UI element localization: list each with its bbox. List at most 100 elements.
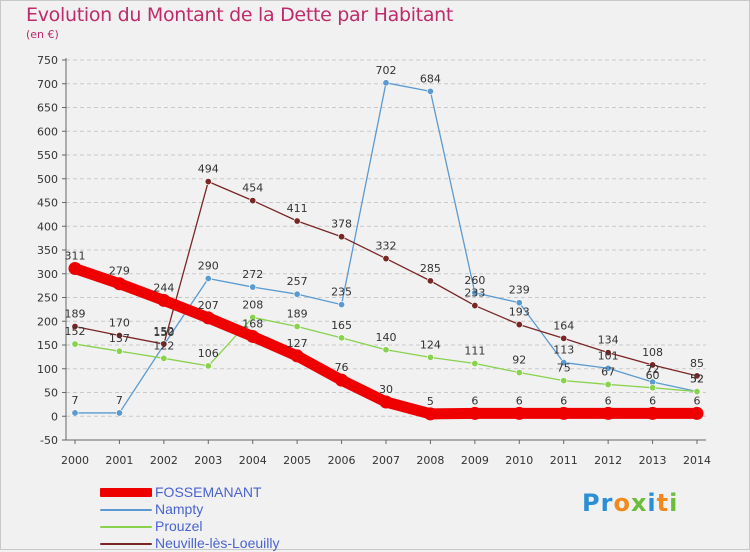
legend-label: Nampty — [155, 501, 204, 517]
data-point — [646, 406, 660, 420]
y-tick-label: 100 — [37, 363, 58, 376]
data-point — [604, 364, 612, 372]
x-tick-label: 2003 — [194, 454, 222, 467]
y-tick-label: 450 — [37, 197, 58, 210]
data-point — [649, 361, 657, 369]
y-tick-label: 250 — [37, 292, 58, 305]
data-label: 6 — [471, 394, 478, 407]
data-label: 106 — [198, 347, 219, 360]
data-point — [249, 197, 257, 205]
data-label: 702 — [376, 64, 397, 77]
data-point — [204, 274, 212, 282]
proxiti-logo: Proxiti — [582, 489, 678, 517]
data-point — [160, 340, 168, 348]
data-label: 164 — [553, 319, 574, 332]
data-label: 6 — [649, 394, 656, 407]
data-label: 101 — [598, 349, 619, 362]
data-point — [423, 407, 437, 421]
data-label: 6 — [516, 394, 523, 407]
y-tick-label: 500 — [37, 173, 58, 186]
data-label: 108 — [642, 346, 663, 359]
data-label: 165 — [331, 319, 352, 332]
data-point — [68, 262, 82, 276]
data-label: 193 — [509, 306, 530, 319]
data-label: 52 — [690, 373, 704, 386]
legend-swatch — [100, 543, 152, 545]
logo-letter: x — [630, 489, 648, 517]
data-point — [560, 359, 568, 367]
y-tick-label: 600 — [37, 125, 58, 138]
data-label: 170 — [109, 317, 130, 330]
data-label: 85 — [690, 357, 704, 370]
data-label: 122 — [153, 339, 174, 352]
data-label: 152 — [65, 325, 86, 338]
data-label: 244 — [153, 281, 174, 294]
series-group — [68, 79, 704, 421]
data-label: 168 — [242, 317, 263, 330]
data-label: 152 — [153, 325, 174, 338]
data-label: 30 — [379, 383, 393, 396]
data-label: 189 — [65, 307, 86, 320]
data-label: 127 — [287, 337, 308, 350]
legend-label: FOSSEMANANT — [155, 484, 262, 500]
x-tick-label: 2007 — [372, 454, 400, 467]
y-tick-label: 550 — [37, 149, 58, 162]
data-point — [71, 340, 79, 348]
data-point — [693, 388, 701, 396]
data-point — [293, 290, 301, 298]
data-label: 494 — [198, 163, 219, 176]
data-point — [693, 372, 701, 380]
y-tick-label: 150 — [37, 339, 58, 352]
logo-letter: r — [600, 489, 614, 517]
data-point — [201, 311, 215, 325]
data-point — [115, 331, 123, 339]
data-point — [382, 255, 390, 263]
data-label: 72 — [646, 363, 660, 376]
legend-swatch — [100, 488, 152, 497]
logo-letter: t — [656, 489, 670, 517]
data-label: 260 — [464, 274, 485, 287]
data-label: 454 — [242, 182, 263, 195]
x-tick-label: 2000 — [61, 454, 89, 467]
axes: -50 0 50 100 150 200 250 300 350 400 450 500 550 600 6… — [37, 54, 711, 467]
data-label: 67 — [601, 365, 615, 378]
legend-swatch — [100, 509, 152, 511]
logo-letter: i — [669, 489, 679, 517]
data-point — [204, 362, 212, 370]
data-label: 239 — [509, 284, 530, 297]
data-point — [204, 178, 212, 186]
x-tick-label: 2006 — [328, 454, 356, 467]
data-label: 332 — [376, 240, 397, 253]
y-tick-label: 700 — [37, 78, 58, 91]
data-point — [338, 301, 346, 309]
legend-label: Prouzel — [155, 518, 203, 534]
x-tick-label: 2010 — [505, 454, 533, 467]
x-tick-label: 2005 — [283, 454, 311, 467]
y-tick-label: 750 — [37, 54, 58, 67]
logo-letter: i — [647, 489, 657, 517]
x-tick-label: 2014 — [683, 454, 711, 467]
data-label: 92 — [512, 354, 526, 367]
data-label: 124 — [420, 338, 441, 351]
x-tick-label: 2012 — [594, 454, 622, 467]
x-tick-label: 2009 — [461, 454, 489, 467]
data-point — [471, 302, 479, 310]
data-point — [246, 329, 260, 343]
y-tick-label: 0 — [51, 410, 58, 423]
data-label: 7 — [116, 394, 123, 407]
y-tick-label: 200 — [37, 315, 58, 328]
x-tick-label: 2011 — [550, 454, 578, 467]
data-point — [690, 406, 704, 420]
logo-letter: o — [613, 489, 631, 517]
data-point — [115, 347, 123, 355]
y-tick-label: 50 — [44, 387, 58, 400]
chart-title: Evolution du Montant de la Dette par Hab… — [26, 4, 454, 26]
data-label: 75 — [557, 362, 571, 375]
data-point — [338, 334, 346, 342]
data-label: 111 — [464, 345, 485, 358]
data-point — [290, 349, 304, 363]
data-label: 279 — [109, 265, 130, 278]
x-tick-label: 2008 — [416, 454, 444, 467]
data-label: 113 — [553, 344, 574, 357]
data-point — [249, 313, 257, 321]
